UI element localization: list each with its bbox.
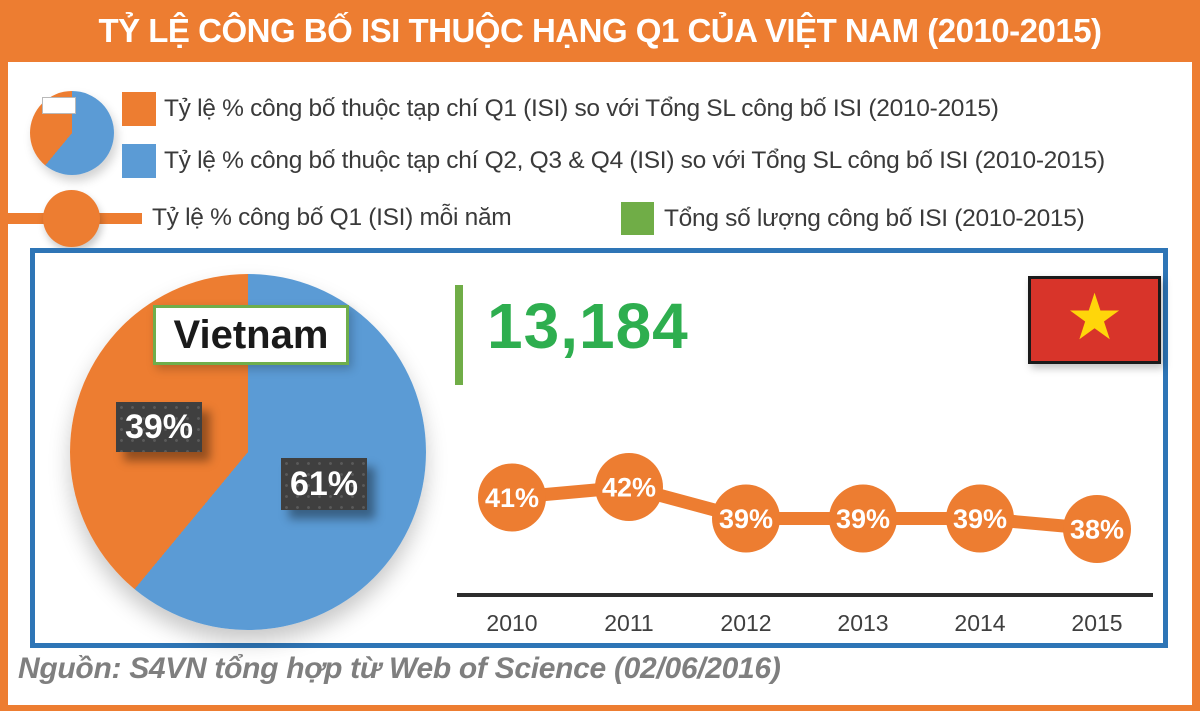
pie-label-q1-share: 39% [116, 402, 202, 452]
vietnam-flag-icon: ★ [1028, 276, 1161, 364]
legend-swatch-q1-orange [122, 92, 156, 126]
data-point-marker [712, 484, 780, 553]
x-tick-label: 2014 [954, 610, 1005, 636]
data-point-label: 39% [836, 504, 890, 534]
data-point-marker [829, 484, 897, 553]
chart-panel: Vietnam 39% 61% 13,184 ★ 41% 2010 42% 2011 3… [30, 248, 1168, 648]
total-publications-value: 13,184 [487, 290, 689, 362]
line-chart: 41% 2010 42% 2011 39% 2012 39% 2013 39% 2014 38% 20… [457, 453, 1153, 636]
legend-swatch-total-green [621, 202, 654, 235]
page-border-left [0, 0, 8, 711]
flag-star-icon: ★ [1065, 281, 1124, 353]
legend-swatch-q234-blue [122, 144, 156, 178]
page-border-bottom [0, 705, 1200, 711]
data-point-marker [1063, 495, 1131, 563]
x-tick-label: 2010 [486, 610, 537, 636]
data-point-label: 39% [953, 504, 1007, 534]
page-title: TỶ LỆ CÔNG BỐ ISI THUỘC HẠNG Q1 CỦA VIỆT… [98, 12, 1102, 49]
pie-label-q234-share: 61% [281, 458, 367, 510]
x-tick-label: 2013 [837, 610, 888, 636]
data-point-marker [478, 463, 546, 532]
x-tick-label: 2012 [720, 610, 771, 636]
mini-pie-label-box [42, 97, 76, 114]
source-note: Nguồn: S4VN tổng hợp từ Web of Science (… [18, 652, 781, 685]
country-label: Vietnam [153, 305, 349, 365]
data-point-label: 39% [719, 504, 773, 534]
header-bar: TỶ LỆ CÔNG BỐ ISI THUỘC HẠNG Q1 CỦA VIỆT… [0, 0, 1200, 62]
data-point-label: 42% [602, 473, 656, 503]
legend-label-q1: Tỷ lệ % công bố thuộc tạp chí Q1 (ISI) s… [164, 95, 999, 122]
legend-circle-marker-icon [43, 190, 100, 247]
x-tick-label: 2011 [604, 610, 653, 636]
data-point-marker [946, 484, 1014, 553]
data-point-marker [595, 453, 663, 521]
total-publications-bar [455, 285, 463, 385]
page-border-right [1192, 0, 1200, 711]
legend-label-yearly-q1: Tỷ lệ % công bố Q1 (ISI) mỗi năm [152, 204, 512, 231]
x-tick-label: 2015 [1071, 610, 1122, 636]
data-point-label: 38% [1070, 515, 1124, 545]
data-point-label: 41% [485, 483, 539, 513]
legend-label-total: Tổng số lượng công bố ISI (2010-2015) [664, 205, 1085, 232]
legend-label-q234: Tỷ lệ % công bố thuộc tạp chí Q2, Q3 & Q… [164, 147, 1105, 174]
mini-pie-icon [30, 91, 114, 175]
